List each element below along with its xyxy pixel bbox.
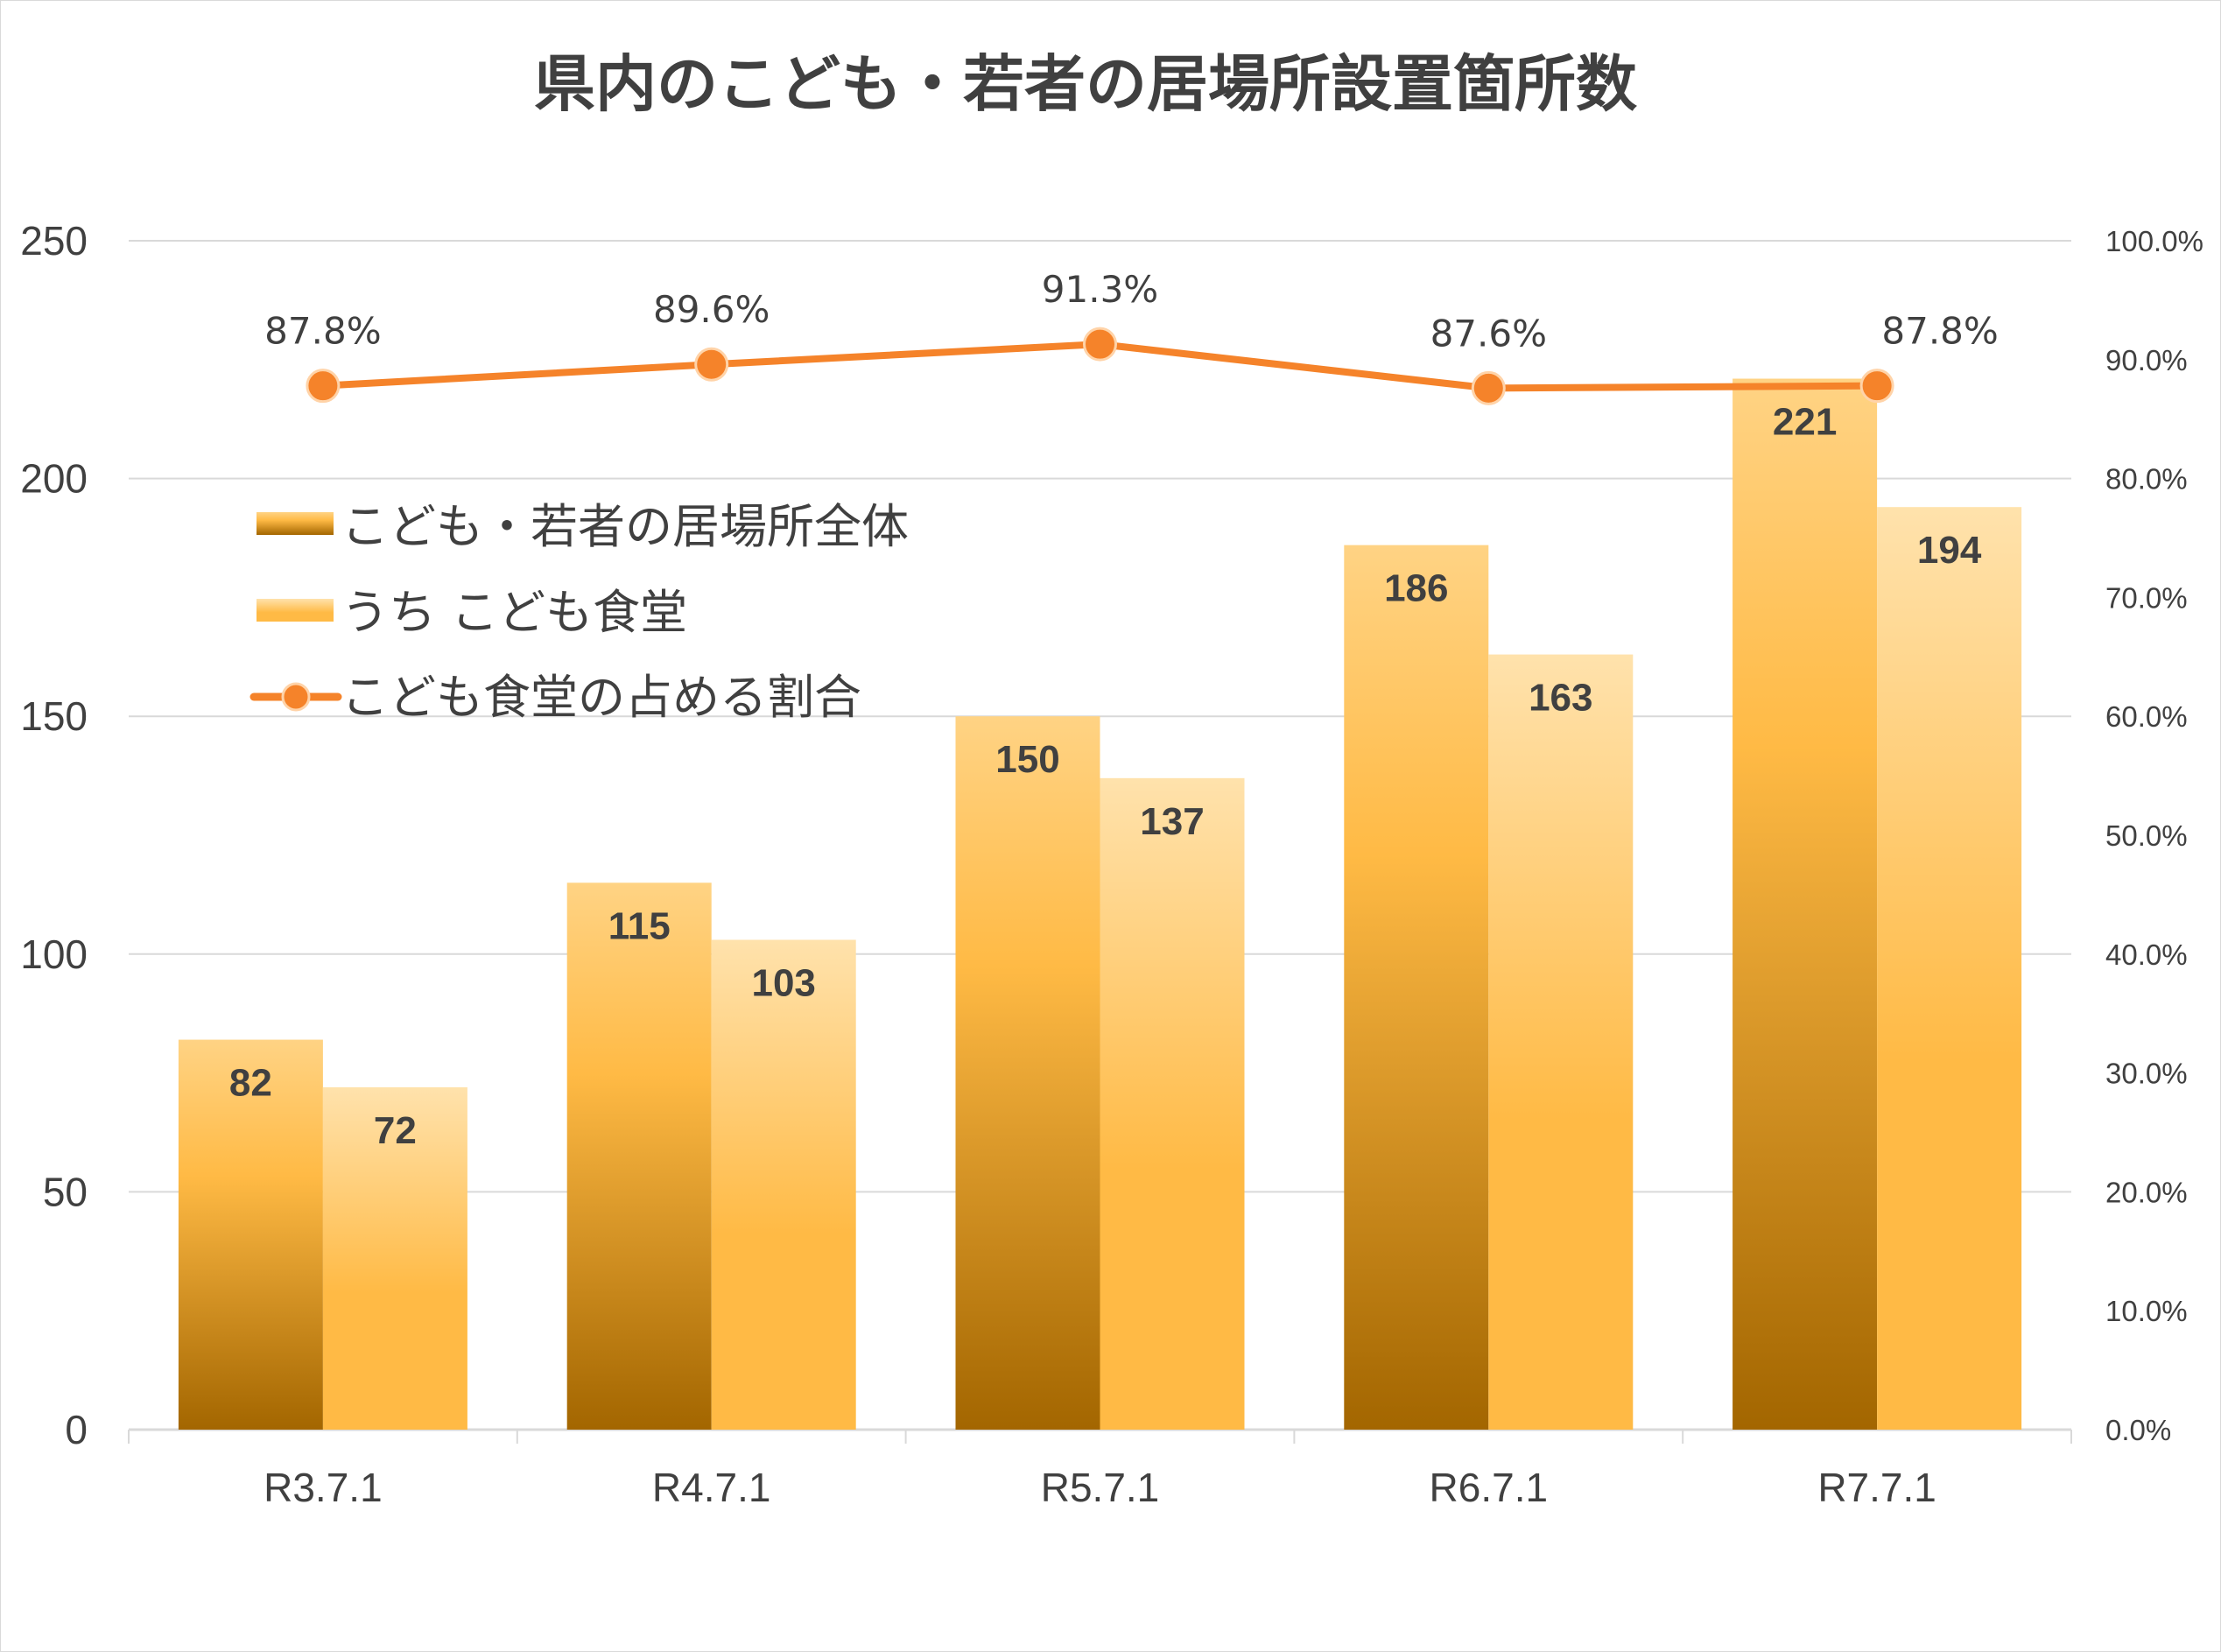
x-category-label: R7.7.1 <box>1817 1465 1936 1510</box>
ratio-marker <box>694 347 729 382</box>
legend-swatch-total <box>257 512 334 535</box>
data-label-total: 150 <box>995 738 1059 781</box>
bar-total <box>1733 378 1878 1430</box>
y-right-tick-label: 0.0% <box>2105 1414 2171 1446</box>
y-right-tick-label: 80.0% <box>2105 463 2188 496</box>
bar-shokudo <box>1100 777 1245 1430</box>
x-category-label: R6.7.1 <box>1430 1465 1549 1510</box>
y-right-tick-label: 30.0% <box>2105 1058 2188 1090</box>
y-left-tick-label: 0 <box>65 1407 88 1452</box>
y-left-tick-label: 200 <box>20 456 88 502</box>
ratio-marker <box>1471 370 1506 405</box>
data-label-shokudo: 72 <box>374 1109 417 1152</box>
y-right-tick-label: 50.0% <box>2105 819 2188 852</box>
data-label-ratio: 89.6% <box>653 288 770 331</box>
x-category-label: R4.7.1 <box>652 1465 771 1510</box>
chart-title: 県内のこども・若者の居場所設置箇所数 <box>534 48 1637 120</box>
bar-shokudo <box>1877 507 2022 1430</box>
y-left-tick-label: 250 <box>20 218 88 264</box>
legend-label-ratio: こども食堂の占める割合 <box>341 670 861 725</box>
x-category-label: R5.7.1 <box>1041 1465 1160 1510</box>
bar-total <box>566 882 712 1430</box>
y-right-tick-label: 70.0% <box>2105 581 2188 614</box>
data-label-total: 221 <box>1773 401 1837 444</box>
data-label-total: 186 <box>1384 567 1448 610</box>
legend-swatch-shokudo <box>257 599 334 622</box>
y-left-tick-label: 100 <box>20 931 88 977</box>
bar-shokudo <box>322 1086 467 1430</box>
data-label-ratio: 87.8% <box>1881 310 1998 353</box>
ratio-marker <box>306 369 341 404</box>
y-left-tick-label: 150 <box>20 693 88 739</box>
data-label-shokudo: 194 <box>1917 529 1982 572</box>
y-right-tick-label: 10.0% <box>2105 1295 2188 1327</box>
y-right-tick-label: 100.0% <box>2105 225 2203 257</box>
ratio-marker <box>1083 327 1117 362</box>
y-left-tick-label: 50 <box>43 1169 88 1214</box>
data-label-shokudo: 163 <box>1529 677 1592 720</box>
data-label-total: 115 <box>608 904 671 947</box>
legend-label-total: こども・若者の居場所全体 <box>341 499 909 554</box>
bar-shokudo <box>1488 654 1634 1430</box>
x-category-label: R3.7.1 <box>264 1465 383 1510</box>
data-label-shokudo: 103 <box>751 962 815 1005</box>
data-label-shokudo: 137 <box>1140 800 1204 843</box>
y-right-tick-label: 90.0% <box>2105 344 2188 376</box>
data-label-ratio: 91.3% <box>1042 268 1158 311</box>
legend-label-shokudo: うち こども食堂 <box>341 585 687 640</box>
legend-marker-ratio <box>281 682 311 712</box>
data-label-ratio: 87.6% <box>1430 312 1547 355</box>
bar-total <box>1344 545 1489 1430</box>
bar-total <box>178 1039 323 1430</box>
y-right-tick-label: 40.0% <box>2105 938 2188 971</box>
data-label-ratio: 87.8% <box>264 310 381 353</box>
data-label-total: 82 <box>229 1062 272 1105</box>
legend: こども・若者の居場所全体 うち こども食堂 こども食堂の占める割合 <box>250 499 909 725</box>
y-right-tick-label: 60.0% <box>2105 700 2188 733</box>
y-right-tick-label: 20.0% <box>2105 1176 2188 1208</box>
ratio-marker <box>1859 369 1894 404</box>
bar-total <box>955 716 1100 1430</box>
bar-shokudo <box>711 939 856 1430</box>
